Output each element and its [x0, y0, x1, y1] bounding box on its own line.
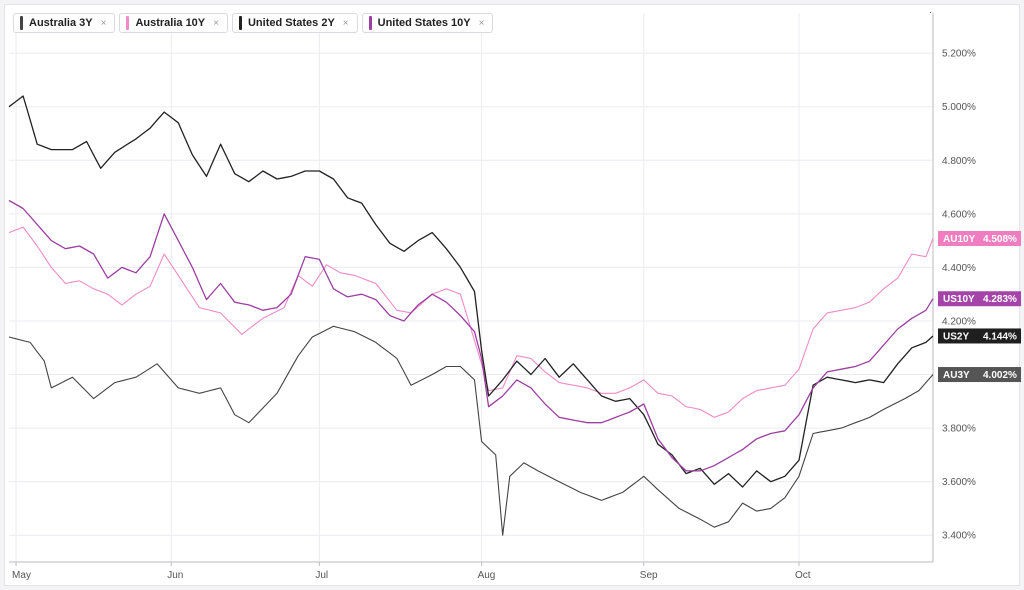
- legend-label: United States 2Y: [247, 17, 335, 29]
- legend: Australia 3Y × Australia 10Y × United St…: [13, 13, 494, 33]
- yield-chart[interactable]: May Jun Jul Aug Sep Oct 3.400% 3.600% 3.800% 4.0…: [5, 5, 1021, 587]
- last-value-tag-us10y: US10Y 4.283%: [938, 291, 1021, 307]
- legend-chip-australia-10y[interactable]: Australia 10Y ×: [119, 13, 228, 33]
- close-icon[interactable]: ×: [213, 17, 219, 29]
- legend-chip-australia-3y[interactable]: Australia 3Y ×: [13, 13, 116, 33]
- x-tick-label: May: [12, 570, 31, 581]
- close-icon[interactable]: ×: [342, 17, 349, 29]
- series-swatch: [368, 16, 372, 30]
- y-tick-label: 5.000%: [942, 102, 976, 113]
- y-axis: 3.400%3.600%3.800%4.000%4.200%4.400%4.60…: [929, 7, 976, 562]
- legend-label: Australia 3Y: [29, 17, 93, 29]
- tag-background: [938, 230, 1021, 246]
- tag-value: 4.283%: [983, 294, 1017, 305]
- y-tick-label: 5.200%: [942, 49, 976, 60]
- last-value-tag-au3y: AU3Y 4.002%: [938, 367, 1021, 383]
- series-swatch: [126, 16, 130, 30]
- close-icon[interactable]: ×: [100, 17, 107, 29]
- last-value-tag-us2y: US2Y 4.144%: [938, 328, 1021, 344]
- chart-panel: May Jun Jul Aug Sep Oct 3.400% 3.600% 3.800% 4.0…: [4, 4, 1021, 587]
- gridlines: [9, 13, 933, 562]
- legend-label: Australia 10Y: [135, 17, 206, 29]
- legend-chip-united-states-2y[interactable]: United States 2Y ×: [231, 13, 358, 33]
- last-value-tag-au10y: AU10Y 4.508%: [938, 230, 1021, 246]
- y-tick-label: 4.200%: [942, 316, 976, 327]
- y-axis-overflow-mark: ·: [929, 7, 932, 18]
- y-tick-label: 4.800%: [942, 156, 976, 167]
- tag-value: 4.002%: [983, 370, 1017, 381]
- tag-background: [938, 367, 1021, 383]
- tag-label: US10Y: [943, 294, 975, 305]
- tag-background: [938, 291, 1021, 307]
- x-tick-label: Jun: [167, 570, 183, 581]
- series-line-australia-10y: [8, 226, 934, 418]
- y-tick-label: 4.600%: [942, 209, 976, 220]
- series-swatch: [238, 16, 242, 30]
- x-axis: May Jun Jul Aug Sep Oct: [9, 561, 933, 581]
- close-icon[interactable]: ×: [478, 17, 485, 29]
- y-tick-label: 4.400%: [942, 263, 976, 274]
- x-tick-label: Oct: [795, 570, 811, 581]
- tag-label: US2Y: [943, 331, 969, 342]
- y-tick-label: 3.600%: [942, 477, 976, 488]
- y-tick-label: 3.400%: [942, 531, 976, 542]
- last-value-tags: AU3Y 4.002% AU10Y 4.508% US2Y 4.144% US10Y 4.28…: [938, 230, 1021, 383]
- series-swatch: [20, 16, 23, 30]
- legend-chip-united-states-10y[interactable]: United States 10Y ×: [361, 13, 494, 33]
- x-tick-label: Aug: [478, 570, 496, 581]
- series-line-united-states-2y: [8, 95, 934, 488]
- series-line-united-states-10y: [8, 199, 934, 472]
- tag-background: [938, 328, 1021, 344]
- x-tick-label: Jul: [315, 570, 328, 581]
- tag-value: 4.508%: [983, 234, 1017, 245]
- series-line-australia-3y: [8, 325, 934, 536]
- tag-label: AU10Y: [943, 234, 976, 245]
- legend-label: United States 10Y: [377, 17, 471, 29]
- tag-value: 4.144%: [983, 331, 1017, 342]
- x-tick-label: Sep: [640, 570, 658, 581]
- tag-label: AU3Y: [943, 370, 970, 381]
- series-lines: [8, 95, 934, 536]
- y-tick-label: 3.800%: [942, 424, 976, 435]
